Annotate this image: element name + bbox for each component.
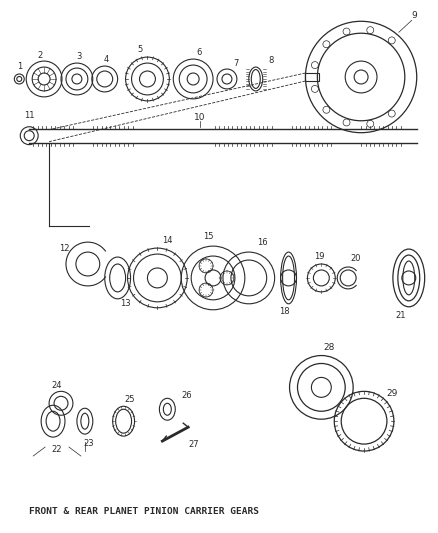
Text: 18: 18 bbox=[279, 307, 290, 316]
Text: 1: 1 bbox=[17, 61, 22, 70]
Text: 27: 27 bbox=[189, 440, 199, 449]
Text: 21: 21 bbox=[396, 311, 406, 320]
Text: 10: 10 bbox=[194, 114, 206, 122]
Text: 3: 3 bbox=[76, 52, 81, 61]
Text: 22: 22 bbox=[52, 445, 62, 454]
Text: 11: 11 bbox=[24, 111, 35, 120]
Text: 12: 12 bbox=[59, 244, 69, 253]
Text: 19: 19 bbox=[314, 252, 325, 261]
Text: 14: 14 bbox=[162, 236, 173, 245]
Text: 9: 9 bbox=[411, 11, 417, 20]
Text: 16: 16 bbox=[258, 238, 268, 247]
Text: 2: 2 bbox=[38, 51, 43, 60]
Text: 29: 29 bbox=[386, 389, 398, 398]
Text: 15: 15 bbox=[203, 232, 213, 241]
Text: 7: 7 bbox=[233, 59, 239, 68]
Text: 5: 5 bbox=[137, 45, 142, 54]
Text: 4: 4 bbox=[104, 54, 110, 63]
Text: 6: 6 bbox=[196, 47, 202, 56]
Text: 23: 23 bbox=[84, 439, 94, 448]
Text: FRONT & REAR PLANET PINION CARRIER GEARS: FRONT & REAR PLANET PINION CARRIER GEARS bbox=[29, 507, 259, 516]
Text: 28: 28 bbox=[324, 343, 335, 352]
Bar bbox=[305, 73, 319, 81]
Text: 8: 8 bbox=[268, 55, 273, 64]
Text: 20: 20 bbox=[351, 254, 361, 263]
Text: 13: 13 bbox=[120, 300, 131, 308]
Text: 25: 25 bbox=[124, 395, 135, 404]
Text: 24: 24 bbox=[52, 381, 62, 390]
Text: 26: 26 bbox=[182, 391, 193, 400]
